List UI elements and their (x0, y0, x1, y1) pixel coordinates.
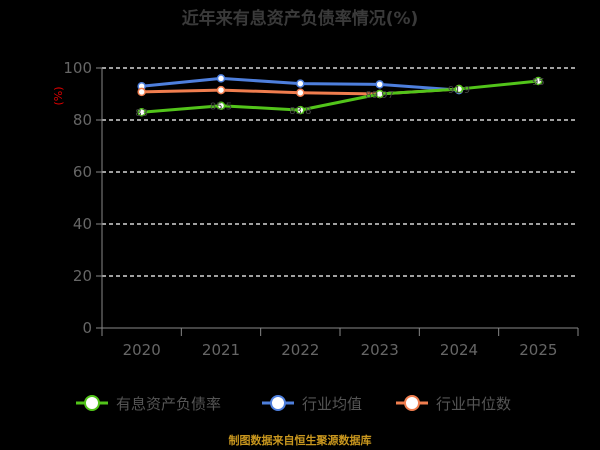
data-point (296, 88, 305, 97)
legend-label: 有息资产负债率 (116, 395, 221, 413)
x-tick-label: 2024 (440, 341, 478, 359)
series-line (141, 79, 539, 114)
y-tick-label: 40 (73, 215, 92, 233)
legend: 有息资产负债率 行业均值 行业中位数 (76, 395, 511, 413)
source-note: 制图数据来自恒生聚源数据库 (229, 433, 372, 447)
x-tick-label: 2023 (361, 341, 399, 359)
data-label: 91.9 (448, 85, 470, 96)
data-point (216, 101, 226, 110)
data-label: 95 (532, 77, 545, 88)
series-0: 83 85.5 83.8 89.97 91.9 95 (135, 76, 545, 119)
legend-marker (84, 395, 100, 411)
x-tick-label: 2020 (123, 341, 161, 359)
y-tick-label: 60 (73, 163, 92, 181)
data-point (137, 87, 146, 97)
series-group: 83 85.5 83.8 89.97 91.9 95 (135, 74, 545, 119)
legend-marker (270, 395, 286, 411)
legend-label: 行业中位数 (436, 395, 511, 413)
legend-item-2[interactable]: 行业中位数 (396, 395, 511, 413)
x-tick-label: 2021 (202, 341, 240, 359)
gridlines (102, 67, 578, 277)
data-point (534, 76, 543, 86)
legend-marker (404, 395, 420, 411)
data-point (454, 84, 464, 94)
y-axis-ticks: 0 20 40 60 80 100 (63, 59, 103, 337)
data-label: 83.8 (289, 106, 311, 117)
y-tick-label: 80 (73, 111, 92, 129)
y-axis-unit: (%) (52, 86, 65, 105)
x-axis: 2020 2021 2022 2023 2024 2025 (101, 327, 579, 359)
data-point (375, 80, 384, 89)
legend-label: 行业均值 (302, 395, 362, 413)
series-1 (137, 74, 464, 95)
data-point (296, 79, 305, 88)
y-tick-label: 100 (63, 59, 92, 77)
data-label: 89.97 (365, 90, 394, 101)
data-point (296, 105, 305, 115)
chart-title: 近年来有息资产负债率情况(%) (182, 8, 419, 29)
x-tick-label: 2025 (519, 341, 557, 359)
y-tick-label: 20 (73, 267, 92, 285)
data-label: 83 (135, 108, 148, 119)
data-point (216, 74, 226, 83)
data-point (137, 107, 146, 117)
legend-item-1[interactable]: 行业均值 (262, 395, 362, 413)
y-tick-label: 0 (82, 319, 92, 337)
legend-item-0[interactable]: 有息资产负债率 (76, 395, 221, 413)
x-tick-label: 2022 (281, 341, 319, 359)
data-point (216, 85, 226, 95)
data-label: 85.5 (210, 102, 232, 113)
data-point (375, 89, 384, 99)
